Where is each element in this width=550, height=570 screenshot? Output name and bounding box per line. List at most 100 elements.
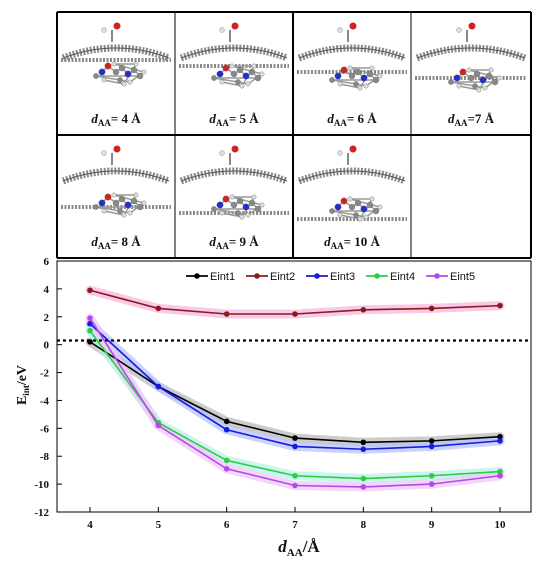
molecule-atom — [130, 197, 138, 205]
y-tick-label: 4 — [44, 284, 50, 296]
oxygen-atom — [468, 22, 476, 30]
x-tick-label: 9 — [429, 519, 435, 531]
molecule-atom — [354, 68, 362, 76]
y-tick-label: -8 — [40, 451, 50, 463]
series-line — [89, 341, 501, 444]
legend-label: Eint4 — [390, 271, 415, 283]
molecule-atom — [448, 79, 454, 85]
data-point — [497, 472, 503, 479]
x-tick-label: 10 — [495, 519, 507, 531]
legend-swatch-marker — [374, 273, 380, 279]
x-axis-title-sub: AA — [287, 547, 303, 559]
panel-label-sub: AA — [98, 241, 111, 251]
legend-swatch-marker — [434, 273, 440, 279]
data-point — [292, 443, 298, 450]
upper-graphene-edge — [298, 170, 406, 182]
molecule-atom — [141, 200, 147, 206]
legend-label: Eint1 — [210, 271, 235, 283]
upper-graphene-edge — [180, 47, 288, 59]
data-point — [223, 311, 230, 317]
molecule-atom — [354, 199, 362, 207]
oxygen-atom — [349, 22, 357, 30]
panel-label: dAA= 10 Å — [324, 234, 380, 251]
panel-label-sub: AA — [334, 118, 347, 128]
molecule-atom — [242, 203, 250, 211]
series-glow — [85, 313, 505, 492]
molecule-atom — [348, 72, 356, 80]
upper-graphene-edge — [416, 47, 526, 59]
data-point — [360, 475, 367, 482]
panel-label-sub: AA — [216, 241, 229, 251]
panel-label-d: d — [209, 111, 216, 126]
molecule-atom — [363, 83, 369, 89]
molecule-bond — [221, 212, 243, 218]
x-axis-title-unit: /Å — [302, 537, 321, 556]
data-point — [223, 465, 230, 472]
molecule-bond — [103, 210, 125, 216]
legend-label: Eint3 — [330, 271, 355, 283]
molecule-atom — [366, 201, 374, 209]
y-axis-title-sub: int — [21, 385, 31, 396]
molecule-atom — [466, 67, 472, 73]
data-point — [87, 327, 93, 334]
panel-label-d: d — [209, 234, 216, 249]
molecule-atom — [239, 83, 245, 89]
data-point — [497, 468, 503, 475]
data-point — [223, 457, 230, 464]
molecule-atom — [133, 192, 139, 198]
legend-label: Eint5 — [450, 271, 475, 283]
legend-swatch-marker — [254, 273, 260, 279]
panel-label-value: = 5 Å — [229, 111, 259, 126]
hydrogen-atom — [337, 27, 343, 33]
molecule-atom — [473, 70, 481, 78]
molecule-atom — [235, 210, 241, 216]
molecule-atom — [334, 203, 342, 211]
molecule-atom — [216, 70, 224, 78]
molecule-atom — [211, 75, 217, 81]
data-point — [292, 482, 298, 489]
data-point — [87, 315, 93, 321]
molecule-bond — [349, 67, 381, 77]
structure-panel: dAA= 5 Å — [179, 22, 289, 128]
data-point — [360, 439, 367, 446]
y-tick-label: -12 — [34, 507, 49, 519]
molecule-atom — [372, 207, 380, 215]
data-point — [428, 438, 435, 444]
molecule-atom — [229, 63, 235, 69]
data-point — [292, 311, 298, 317]
molecule-bond — [331, 210, 357, 216]
molecule-atom — [104, 62, 112, 70]
x-axis-title: dAA/Å — [278, 537, 320, 559]
molecule-atom — [353, 81, 359, 87]
molecule-atom — [216, 201, 224, 209]
molecule-atom — [98, 68, 106, 76]
molecule-atom — [112, 68, 120, 76]
molecule-bond — [113, 63, 145, 73]
molecule-bond — [231, 196, 263, 206]
x-axis-ticks: 4 5 6 7 8 9 10 — [87, 507, 506, 531]
structure-panel: dAA= 6 Å — [297, 22, 407, 128]
panel-label-d: d — [327, 111, 334, 126]
series-glows — [85, 285, 505, 492]
panel-label-d: d — [448, 111, 455, 126]
molecule-atom — [230, 70, 238, 78]
molecule-atom — [337, 81, 343, 87]
molecule-atom — [245, 212, 251, 218]
molecule-atom — [482, 85, 488, 91]
molecule-atom — [488, 67, 494, 73]
panel-label: dAA= 8 Å — [91, 234, 141, 251]
molecule-atom — [211, 206, 217, 212]
y-tick-label: 2 — [44, 312, 50, 324]
molecule-atom — [133, 61, 139, 67]
structure-panel: dAA= 9 Å — [179, 145, 289, 251]
data-point — [87, 339, 93, 345]
molecule-atom — [111, 192, 117, 198]
data-point — [223, 418, 230, 425]
y-tick-label: -6 — [40, 423, 50, 435]
data-point — [428, 481, 435, 487]
molecule-atom — [117, 208, 123, 214]
molecule-atom — [251, 194, 257, 200]
panel-label: dAA= 6 Å — [327, 111, 377, 128]
hydrogen-atom — [337, 150, 343, 156]
